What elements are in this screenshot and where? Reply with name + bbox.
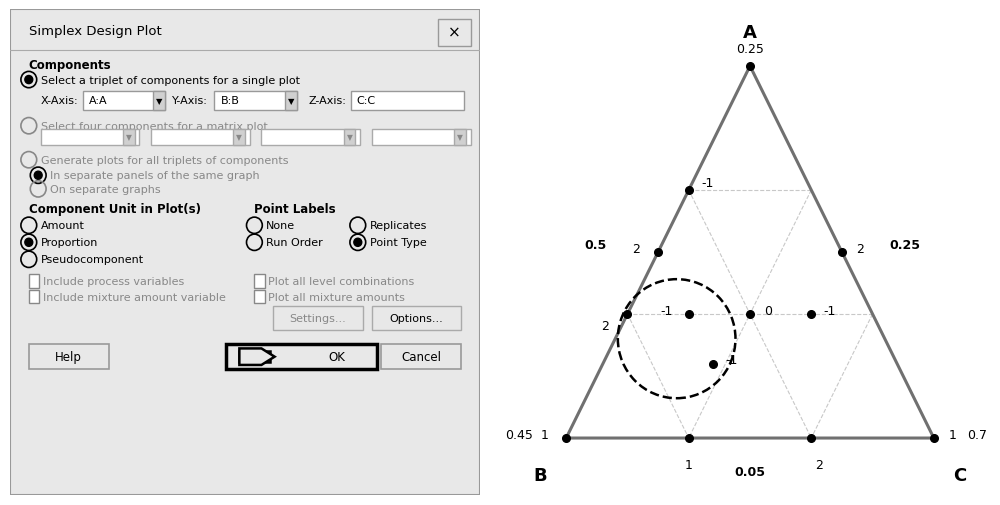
Text: B:B: B:B	[221, 96, 239, 106]
Text: A:A: A:A	[89, 96, 108, 106]
FancyBboxPatch shape	[214, 92, 297, 111]
Text: ▼: ▼	[156, 97, 163, 106]
FancyBboxPatch shape	[10, 10, 480, 495]
Text: Simplex Design Plot: Simplex Design Plot	[29, 25, 162, 38]
Text: -1: -1	[823, 305, 836, 317]
FancyBboxPatch shape	[123, 130, 135, 146]
FancyBboxPatch shape	[151, 130, 250, 146]
FancyBboxPatch shape	[372, 130, 471, 146]
Text: A: A	[743, 24, 757, 42]
Text: Options...: Options...	[390, 314, 443, 323]
Text: OK: OK	[328, 350, 345, 363]
FancyBboxPatch shape	[285, 92, 297, 111]
Text: Pseudocomponent: Pseudocomponent	[41, 255, 144, 265]
Text: -1: -1	[701, 177, 713, 189]
Text: 1: 1	[948, 428, 956, 441]
Text: 0.25: 0.25	[736, 43, 764, 56]
Text: 1: 1	[540, 428, 548, 441]
FancyBboxPatch shape	[29, 344, 109, 369]
Text: 0.45: 0.45	[505, 428, 533, 441]
Text: Plot all level combinations: Plot all level combinations	[268, 277, 415, 286]
FancyBboxPatch shape	[254, 290, 265, 304]
Circle shape	[25, 76, 33, 84]
Text: In separate panels of the same graph: In separate panels of the same graph	[50, 171, 260, 181]
FancyBboxPatch shape	[83, 92, 165, 111]
Text: On separate graphs: On separate graphs	[50, 184, 161, 194]
Text: -1: -1	[725, 354, 738, 367]
Text: 2: 2	[601, 319, 609, 332]
Text: C:C: C:C	[357, 96, 376, 106]
Text: 1: 1	[685, 458, 693, 471]
Text: Point Labels: Point Labels	[254, 203, 336, 215]
Text: Proportion: Proportion	[41, 238, 98, 248]
FancyBboxPatch shape	[41, 130, 139, 146]
Text: C: C	[953, 466, 966, 484]
Text: Include process variables: Include process variables	[43, 277, 184, 286]
Text: 0.5: 0.5	[584, 238, 607, 251]
FancyArrow shape	[239, 349, 275, 365]
Text: Include mixture amount variable: Include mixture amount variable	[43, 292, 226, 302]
Text: Select four components for a matrix plot: Select four components for a matrix plot	[41, 122, 267, 131]
FancyBboxPatch shape	[351, 92, 464, 111]
Text: ▼: ▼	[288, 97, 294, 106]
FancyBboxPatch shape	[438, 20, 471, 46]
Text: ×: ×	[448, 25, 461, 40]
FancyBboxPatch shape	[29, 290, 39, 304]
Text: X-Axis:: X-Axis:	[41, 96, 78, 106]
FancyBboxPatch shape	[273, 307, 362, 330]
Text: 2: 2	[632, 242, 640, 255]
FancyBboxPatch shape	[261, 130, 360, 146]
Text: Y-Axis:: Y-Axis:	[172, 96, 208, 106]
Circle shape	[25, 239, 33, 247]
Text: Z-Axis:: Z-Axis:	[308, 96, 346, 106]
Circle shape	[34, 172, 42, 180]
Text: Run Order: Run Order	[266, 238, 323, 248]
FancyBboxPatch shape	[226, 344, 377, 369]
FancyBboxPatch shape	[153, 92, 165, 111]
Circle shape	[354, 239, 362, 247]
Text: Select a triplet of components for a single plot: Select a triplet of components for a sin…	[41, 75, 300, 85]
Text: ▼: ▼	[126, 133, 132, 142]
FancyBboxPatch shape	[454, 130, 466, 146]
Text: ▼: ▼	[457, 133, 463, 142]
Text: Amount: Amount	[41, 221, 84, 231]
Text: Components: Components	[29, 60, 111, 72]
Text: Plot all mixture amounts: Plot all mixture amounts	[268, 292, 405, 302]
Text: Settings...: Settings...	[289, 314, 346, 323]
Text: 2: 2	[815, 458, 823, 471]
Text: Help: Help	[55, 350, 82, 363]
Text: -1: -1	[661, 305, 673, 317]
Text: B: B	[534, 466, 547, 484]
Text: Point Type: Point Type	[370, 238, 426, 248]
Text: Component Unit in Plot(s): Component Unit in Plot(s)	[29, 203, 201, 215]
Text: 2: 2	[856, 242, 864, 255]
Text: Generate plots for all triplets of components: Generate plots for all triplets of compo…	[41, 156, 288, 165]
FancyBboxPatch shape	[254, 275, 265, 288]
Text: ▼: ▼	[236, 133, 242, 142]
FancyBboxPatch shape	[372, 307, 461, 330]
Text: Cancel: Cancel	[401, 350, 441, 363]
Text: 0: 0	[764, 305, 772, 317]
FancyBboxPatch shape	[29, 275, 39, 288]
FancyBboxPatch shape	[239, 351, 270, 363]
Text: ▼: ▼	[347, 133, 353, 142]
Text: 0.05: 0.05	[734, 465, 766, 478]
Text: 0.7: 0.7	[967, 428, 987, 441]
FancyBboxPatch shape	[233, 130, 245, 146]
Text: 0.25: 0.25	[889, 238, 920, 251]
FancyBboxPatch shape	[381, 344, 461, 369]
FancyBboxPatch shape	[344, 130, 355, 146]
Text: Replicates: Replicates	[370, 221, 427, 231]
Text: None: None	[266, 221, 295, 231]
